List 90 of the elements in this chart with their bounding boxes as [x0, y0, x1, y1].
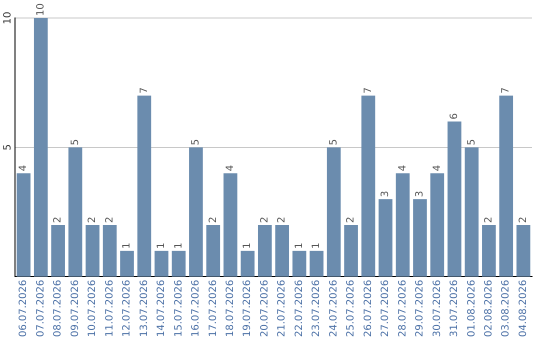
bar: [258, 224, 272, 277]
x-tick-label: 13.07.2026: [138, 280, 150, 338]
bar: [137, 96, 152, 277]
bar: [396, 173, 410, 277]
bar: [189, 147, 203, 277]
x-tick-label: 21.07.2026: [276, 280, 288, 338]
x-tick-label: 29.07.2026: [414, 280, 426, 338]
x-tick-label: 22.07.2026: [294, 280, 305, 338]
x-tick-label: 20.07.2026: [259, 280, 270, 338]
x-tick-label: 08.07.2026: [52, 280, 64, 338]
bar: [224, 173, 238, 277]
data-label: 6: [449, 113, 460, 120]
data-label: 4: [432, 164, 443, 172]
data-label: 5: [466, 138, 478, 146]
x-tick-label: 31.07.2026: [449, 280, 460, 338]
x-tick-label: 03.08.2026: [500, 280, 512, 338]
data-label: 1: [173, 242, 184, 249]
data-label: 2: [87, 216, 98, 223]
data-label: 2: [518, 216, 529, 223]
bar: [34, 18, 48, 277]
x-tick-label: 19.07.2026: [242, 280, 254, 338]
bar: [154, 250, 168, 277]
bar: [499, 96, 514, 277]
bar: [275, 224, 290, 277]
bar: [516, 224, 530, 277]
x-tick-label: 11.07.2026: [104, 280, 116, 338]
bar: [51, 224, 65, 277]
data-label: 4: [225, 164, 236, 172]
data-label: 1: [311, 242, 322, 249]
data-label: 5: [70, 138, 81, 146]
bar: [430, 173, 444, 277]
data-label: 2: [484, 216, 495, 223]
x-tick-label: 02.08.2026: [484, 280, 495, 338]
bar: [326, 147, 341, 277]
x-tick-label: 24.07.2026: [328, 280, 340, 338]
bar: [206, 224, 220, 277]
data-label: 5: [190, 138, 202, 146]
data-label: 7: [500, 87, 512, 94]
x-tick-label: 09.07.2026: [70, 280, 81, 338]
data-label: 3: [414, 190, 426, 198]
bar: [240, 250, 255, 277]
bar: [102, 224, 117, 277]
bar: [344, 224, 358, 277]
x-tick-label: 17.07.2026: [208, 280, 219, 338]
bar: [378, 199, 392, 277]
x-tick-label: 16.07.2026: [190, 280, 202, 338]
data-label: 7: [138, 87, 150, 94]
x-tick-label: 30.07.2026: [432, 280, 443, 338]
x-tick-label: 12.07.2026: [122, 280, 133, 338]
x-tick-label: 10.07.2026: [87, 280, 98, 338]
bar: [464, 147, 479, 277]
bar: [172, 250, 186, 277]
x-tick-label: 04.08.2026: [518, 280, 529, 338]
bar: [448, 122, 462, 277]
x-tick-label: 28.07.2026: [397, 280, 408, 338]
x-tick-label: 26.07.2026: [362, 280, 374, 338]
data-label: 2: [259, 216, 270, 223]
x-tick-label: 14.07.2026: [156, 280, 168, 338]
bar: [16, 173, 31, 277]
bar: [361, 96, 376, 277]
data-label: 1: [294, 242, 305, 249]
x-tick-label: 07.07.2026: [35, 280, 46, 338]
data-label: 2: [346, 216, 357, 223]
x-tick-label: 25.07.2026: [346, 280, 357, 338]
bar: [68, 147, 82, 277]
data-label: 2: [208, 216, 219, 223]
data-label: 4: [397, 164, 408, 172]
bar: [413, 199, 427, 277]
x-tick-label: 27.07.2026: [380, 280, 392, 338]
data-label: 4: [18, 164, 30, 172]
x-tick-label: 06.07.2026: [18, 280, 30, 338]
data-label: 2: [104, 216, 116, 223]
bar: [292, 250, 306, 277]
data-label: 2: [276, 216, 288, 223]
bar: [482, 224, 496, 277]
x-tick-label: 01.08.2026: [466, 280, 478, 338]
data-label: 7: [362, 87, 374, 94]
bar: [86, 224, 100, 277]
bar: [120, 250, 134, 277]
x-tick-label: 18.07.2026: [225, 280, 236, 338]
x-tick-label: 15.07.2026: [173, 280, 184, 338]
bar: [310, 250, 324, 277]
data-label: 5: [328, 138, 340, 146]
data-label: 10: [35, 3, 46, 16]
data-label: 3: [380, 190, 392, 198]
data-label: 1: [156, 242, 168, 249]
data-label: 2: [52, 216, 64, 223]
data-label: 1: [242, 242, 254, 249]
x-tick-label: 23.07.2026: [311, 280, 322, 338]
data-label: 1: [122, 242, 133, 249]
